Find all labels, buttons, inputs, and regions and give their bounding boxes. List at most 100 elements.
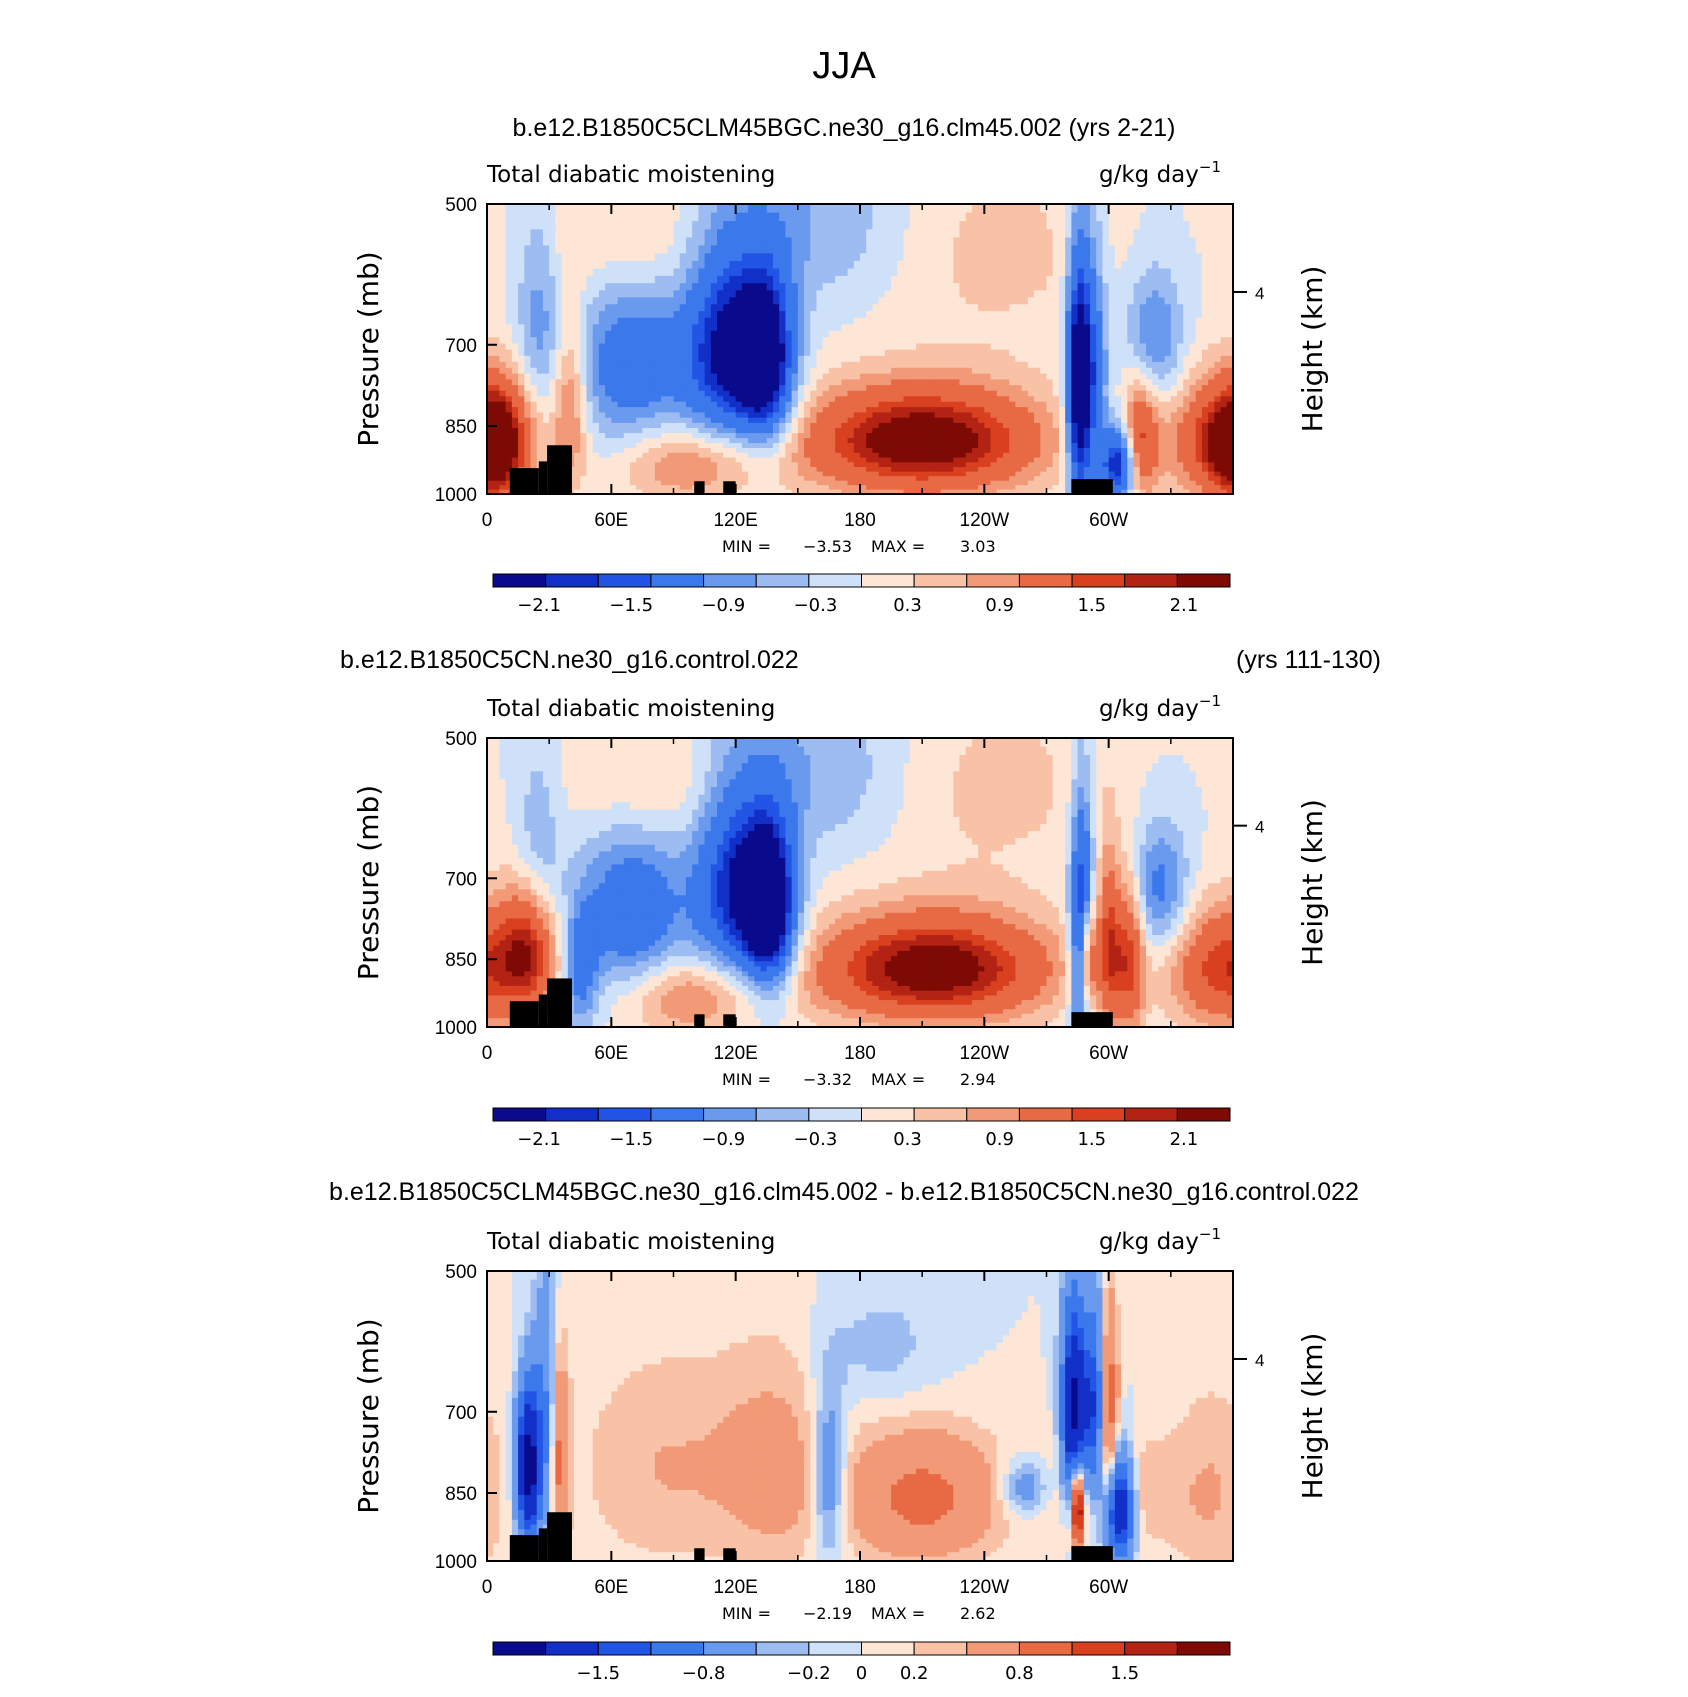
- field-cell: [511, 324, 519, 332]
- field-cell: [922, 304, 929, 312]
- field-cell: [779, 396, 786, 403]
- field-cell: [586, 447, 594, 454]
- field-cell: [1177, 457, 1184, 463]
- field-cell: [741, 311, 749, 319]
- field-cell: [524, 401, 532, 408]
- field-cell: [928, 304, 936, 312]
- field-cell: [772, 283, 780, 291]
- field-cell: [1034, 396, 1041, 403]
- field-cell: [797, 355, 805, 363]
- field-cell: [1133, 297, 1141, 305]
- field-cell: [555, 260, 563, 270]
- field-cell: [804, 268, 811, 277]
- field-cell: [561, 229, 569, 239]
- field-cell: [518, 379, 525, 386]
- field-cell: [978, 260, 985, 270]
- field-cell: [1183, 379, 1191, 386]
- field-cell: [1102, 212, 1110, 222]
- field-cell: [760, 462, 768, 468]
- field-cell: [965, 361, 973, 369]
- field-cell: [835, 311, 842, 319]
- field-cell: [860, 367, 867, 375]
- field-cell: [1164, 237, 1172, 247]
- field-cell: [530, 221, 538, 230]
- field-cell: [1034, 237, 1041, 247]
- field-cell: [592, 355, 600, 363]
- field-cell: [878, 290, 886, 298]
- field-cell: [1220, 237, 1228, 247]
- field-cell: [1121, 385, 1128, 392]
- field-cell: [940, 379, 948, 386]
- field-cell: [1021, 260, 1029, 270]
- field-cell: [971, 433, 979, 439]
- field-cell: [804, 433, 811, 439]
- field-cell: [518, 317, 525, 325]
- field-cell: [735, 438, 743, 444]
- field-cell: [1002, 283, 1010, 291]
- field-cell: [623, 237, 631, 247]
- field-cell: [692, 396, 699, 403]
- field-cell: [1177, 317, 1184, 325]
- field-cell: [629, 407, 637, 414]
- field-cell: [822, 349, 830, 357]
- field-cell: [685, 457, 693, 463]
- field-cell: [965, 237, 973, 247]
- field-cell: [1040, 290, 1048, 298]
- field-cell: [692, 290, 699, 298]
- field-cell: [1177, 385, 1184, 392]
- field-cell: [1058, 355, 1066, 363]
- field-cell: [1195, 245, 1203, 254]
- field-cell: [1133, 204, 1141, 214]
- field-cell: [841, 337, 849, 345]
- field-cell: [971, 337, 979, 345]
- field-cell: [1090, 324, 1097, 332]
- field-cell: [1177, 290, 1184, 298]
- field-cell: [835, 283, 842, 291]
- field-cell: [1121, 260, 1128, 270]
- field-cell: [1158, 355, 1166, 363]
- field-cell: [760, 204, 768, 214]
- field-cell: [1058, 407, 1066, 414]
- field-cell: [748, 422, 755, 429]
- field-cell: [1058, 260, 1066, 270]
- field-cell: [518, 330, 525, 338]
- field-cell: [1164, 390, 1172, 397]
- field-cell: [878, 212, 886, 222]
- field-cell: [928, 260, 936, 270]
- field-cell: [884, 337, 892, 345]
- field-cell: [1108, 260, 1116, 270]
- field-cell: [487, 275, 494, 284]
- field-cell: [574, 396, 581, 403]
- field-cell: [717, 311, 724, 319]
- field-cell: [903, 367, 911, 375]
- field-cell: [605, 311, 612, 319]
- field-cell: [878, 355, 886, 363]
- field-cell: [748, 385, 755, 392]
- field-cell: [524, 268, 532, 277]
- field-cell: [791, 317, 799, 325]
- field-cell: [617, 452, 625, 459]
- field-cell: [1158, 204, 1166, 214]
- field-cell: [1145, 311, 1153, 319]
- field-cell: [1226, 447, 1234, 454]
- field-cell: [1183, 412, 1191, 419]
- field-cell: [1108, 275, 1116, 284]
- field-cell: [1108, 447, 1116, 454]
- field-cell: [1002, 417, 1010, 424]
- field-cell: [1002, 367, 1010, 375]
- field-cell: [524, 311, 532, 319]
- field-cell: [642, 407, 650, 414]
- field-cell: [903, 204, 911, 214]
- field-cell: [598, 317, 606, 325]
- field-cell: [1189, 355, 1197, 363]
- field-cell: [1133, 268, 1141, 277]
- field-cell: [748, 390, 755, 397]
- field-cell: [1077, 422, 1085, 429]
- field-cell: [1021, 330, 1029, 338]
- field-cell: [1208, 379, 1215, 386]
- field-cell: [847, 349, 855, 357]
- field-cell: [1139, 433, 1147, 439]
- field-cell: [1114, 204, 1122, 214]
- field-cell: [797, 324, 805, 332]
- field-cell: [772, 237, 780, 247]
